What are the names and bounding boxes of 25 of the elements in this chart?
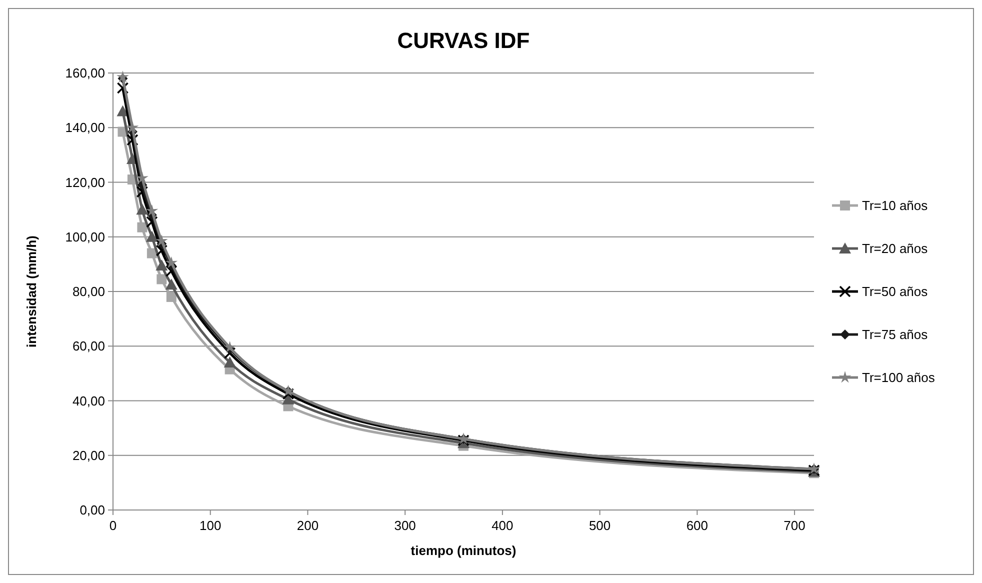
y-tick-label: 80,00	[72, 284, 105, 300]
y-tick-label: 60,00	[72, 338, 105, 354]
y-tick-label: 20,00	[72, 448, 105, 463]
legend-label: Tr=75 años	[862, 327, 928, 342]
x-tick-label: 100	[200, 518, 222, 533]
x-axis-title: tiempo (minutos)	[410, 543, 516, 558]
y-tick-label: 0,00	[80, 502, 105, 518]
x-tick-label: 500	[588, 518, 611, 533]
legend-label: Tr=10 años	[862, 198, 928, 214]
y-tick-label: 40,00	[72, 393, 105, 408]
legend-label: Tr=50 años	[862, 284, 928, 300]
chart-title: CURVAS IDF	[397, 28, 530, 53]
y-tick-label: 140,00	[65, 120, 105, 136]
legend-label: Tr=20 años	[862, 241, 928, 256]
y-tick-label: 100,00	[65, 229, 105, 244]
x-tick-label: 200	[296, 518, 319, 533]
x-tick-label: 700	[784, 518, 806, 533]
legend-label: Tr=100 años	[862, 370, 936, 386]
y-tick-label: 160,00	[65, 66, 105, 81]
y-tick-label: 120,00	[65, 174, 105, 190]
x-tick-label: 0	[109, 518, 117, 533]
x-tick-label: 600	[686, 518, 708, 533]
x-tick-label: 300	[394, 518, 416, 533]
y-axis-title: intensidad (mm/h)	[24, 236, 39, 348]
x-tick-label: 400	[492, 518, 514, 533]
